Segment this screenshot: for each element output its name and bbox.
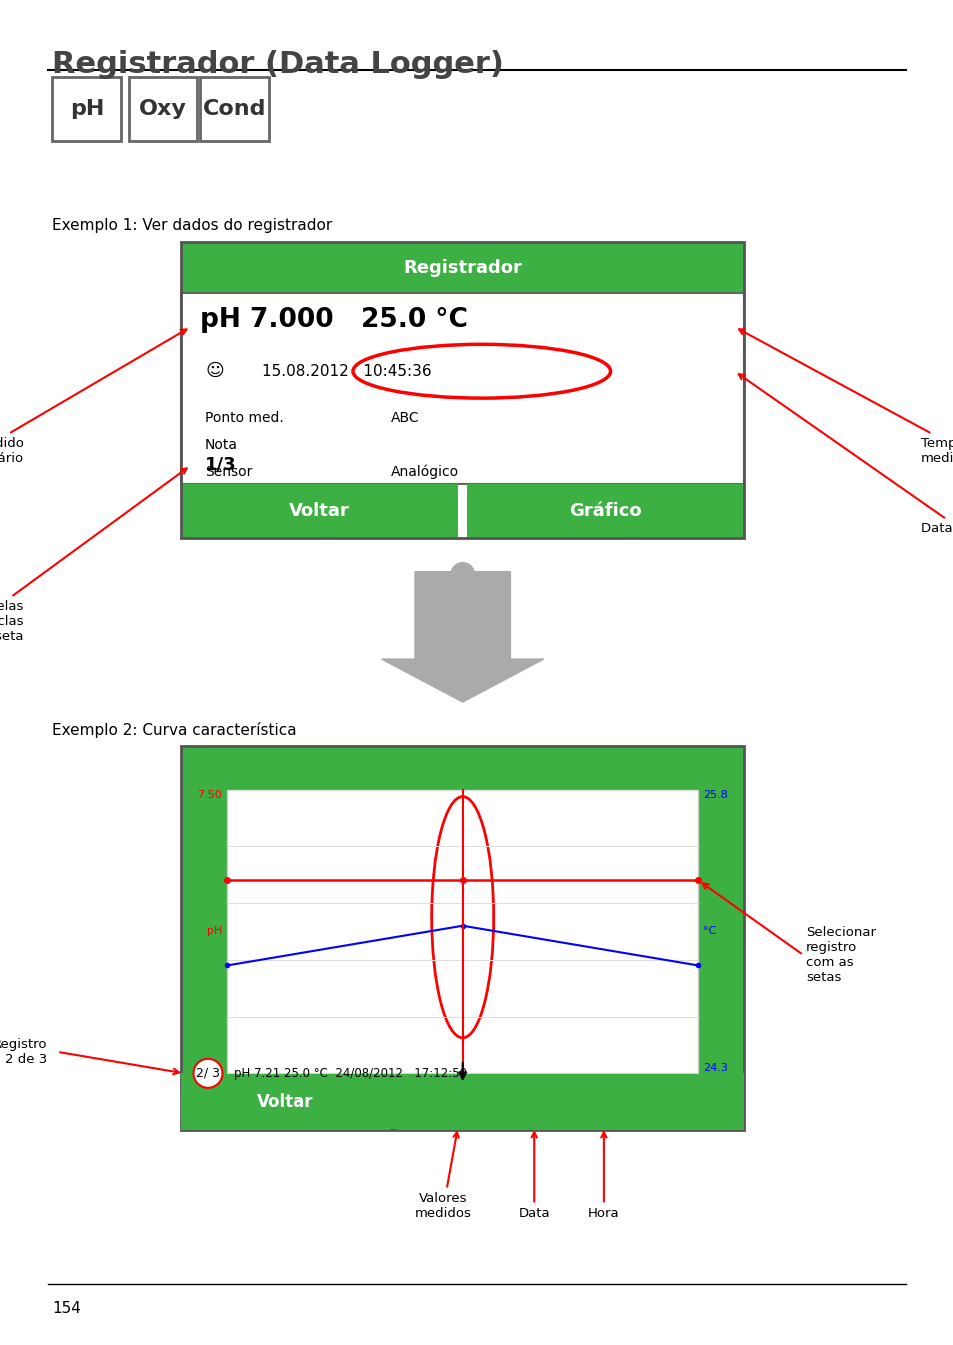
Text: pH: pH	[207, 927, 222, 936]
FancyBboxPatch shape	[181, 293, 743, 484]
Text: Voltar: Voltar	[289, 502, 350, 521]
Text: 15.08.2012   10:45:36: 15.08.2012 10:45:36	[262, 363, 432, 379]
Text: ☺: ☺	[205, 362, 224, 381]
Text: Registrador (Data Logger): Registrador (Data Logger)	[52, 50, 504, 79]
Text: Gráfico: Gráfico	[569, 502, 641, 521]
FancyBboxPatch shape	[129, 77, 197, 141]
Text: Sensor: Sensor	[205, 465, 253, 479]
Text: Temperatura
medida: Temperatura medida	[739, 330, 953, 464]
FancyBboxPatch shape	[396, 1073, 743, 1130]
FancyBboxPatch shape	[181, 242, 743, 293]
FancyBboxPatch shape	[181, 484, 457, 538]
FancyBboxPatch shape	[181, 746, 743, 1130]
Text: pH 7.000   25.0 °C: pH 7.000 25.0 °C	[200, 307, 468, 332]
Text: Registro
2 de 3: Registro 2 de 3	[0, 1038, 48, 1065]
Polygon shape	[381, 572, 543, 702]
FancyBboxPatch shape	[227, 790, 698, 1073]
Text: Cond: Cond	[203, 100, 266, 118]
Text: 24.3: 24.3	[702, 1064, 727, 1073]
Text: Voltar: Voltar	[257, 1092, 314, 1111]
Text: 2/ 3: 2/ 3	[195, 1067, 220, 1080]
Text: 1/3: 1/3	[205, 456, 236, 473]
Text: Selecionar
registro
com as
setas: Selecionar registro com as setas	[805, 925, 875, 985]
Text: Valor medido
primário: Valor medido primário	[0, 330, 186, 464]
FancyBboxPatch shape	[181, 1073, 389, 1130]
Text: pH 7.21 25.0 °C  24/08/2012   17:12:50: pH 7.21 25.0 °C 24/08/2012 17:12:50	[233, 1067, 466, 1080]
FancyBboxPatch shape	[52, 77, 121, 141]
Text: Exemplo 1: Ver dados do registrador: Exemplo 1: Ver dados do registrador	[52, 218, 333, 233]
Text: Ponto med.: Ponto med.	[205, 412, 284, 425]
Text: Registrador: Registrador	[403, 258, 521, 277]
Text: °C: °C	[702, 927, 716, 936]
Text: Data e hora: Data e hora	[738, 374, 953, 535]
Text: ABC: ABC	[391, 412, 419, 425]
Text: Hora: Hora	[587, 1132, 619, 1220]
Text: Analógico: Analógico	[391, 465, 458, 479]
Text: pH: pH	[70, 100, 104, 118]
Text: Oxy: Oxy	[139, 100, 187, 118]
FancyBboxPatch shape	[200, 77, 269, 141]
Text: Data: Data	[517, 1132, 550, 1220]
Text: Exemplo 2: Curva característica: Exemplo 2: Curva característica	[52, 722, 296, 738]
Text: Nota: Nota	[205, 438, 238, 452]
Text: 25.8: 25.8	[702, 790, 727, 799]
Text: 6.50: 6.50	[197, 1064, 222, 1073]
Text: Mude as telas
com as teclas
de seta: Mude as telas com as teclas de seta	[0, 468, 187, 643]
Text: 154: 154	[52, 1301, 81, 1315]
Text: Valores
medidos: Valores medidos	[415, 1132, 472, 1220]
FancyBboxPatch shape	[467, 484, 743, 538]
Text: 7.50: 7.50	[197, 790, 222, 799]
